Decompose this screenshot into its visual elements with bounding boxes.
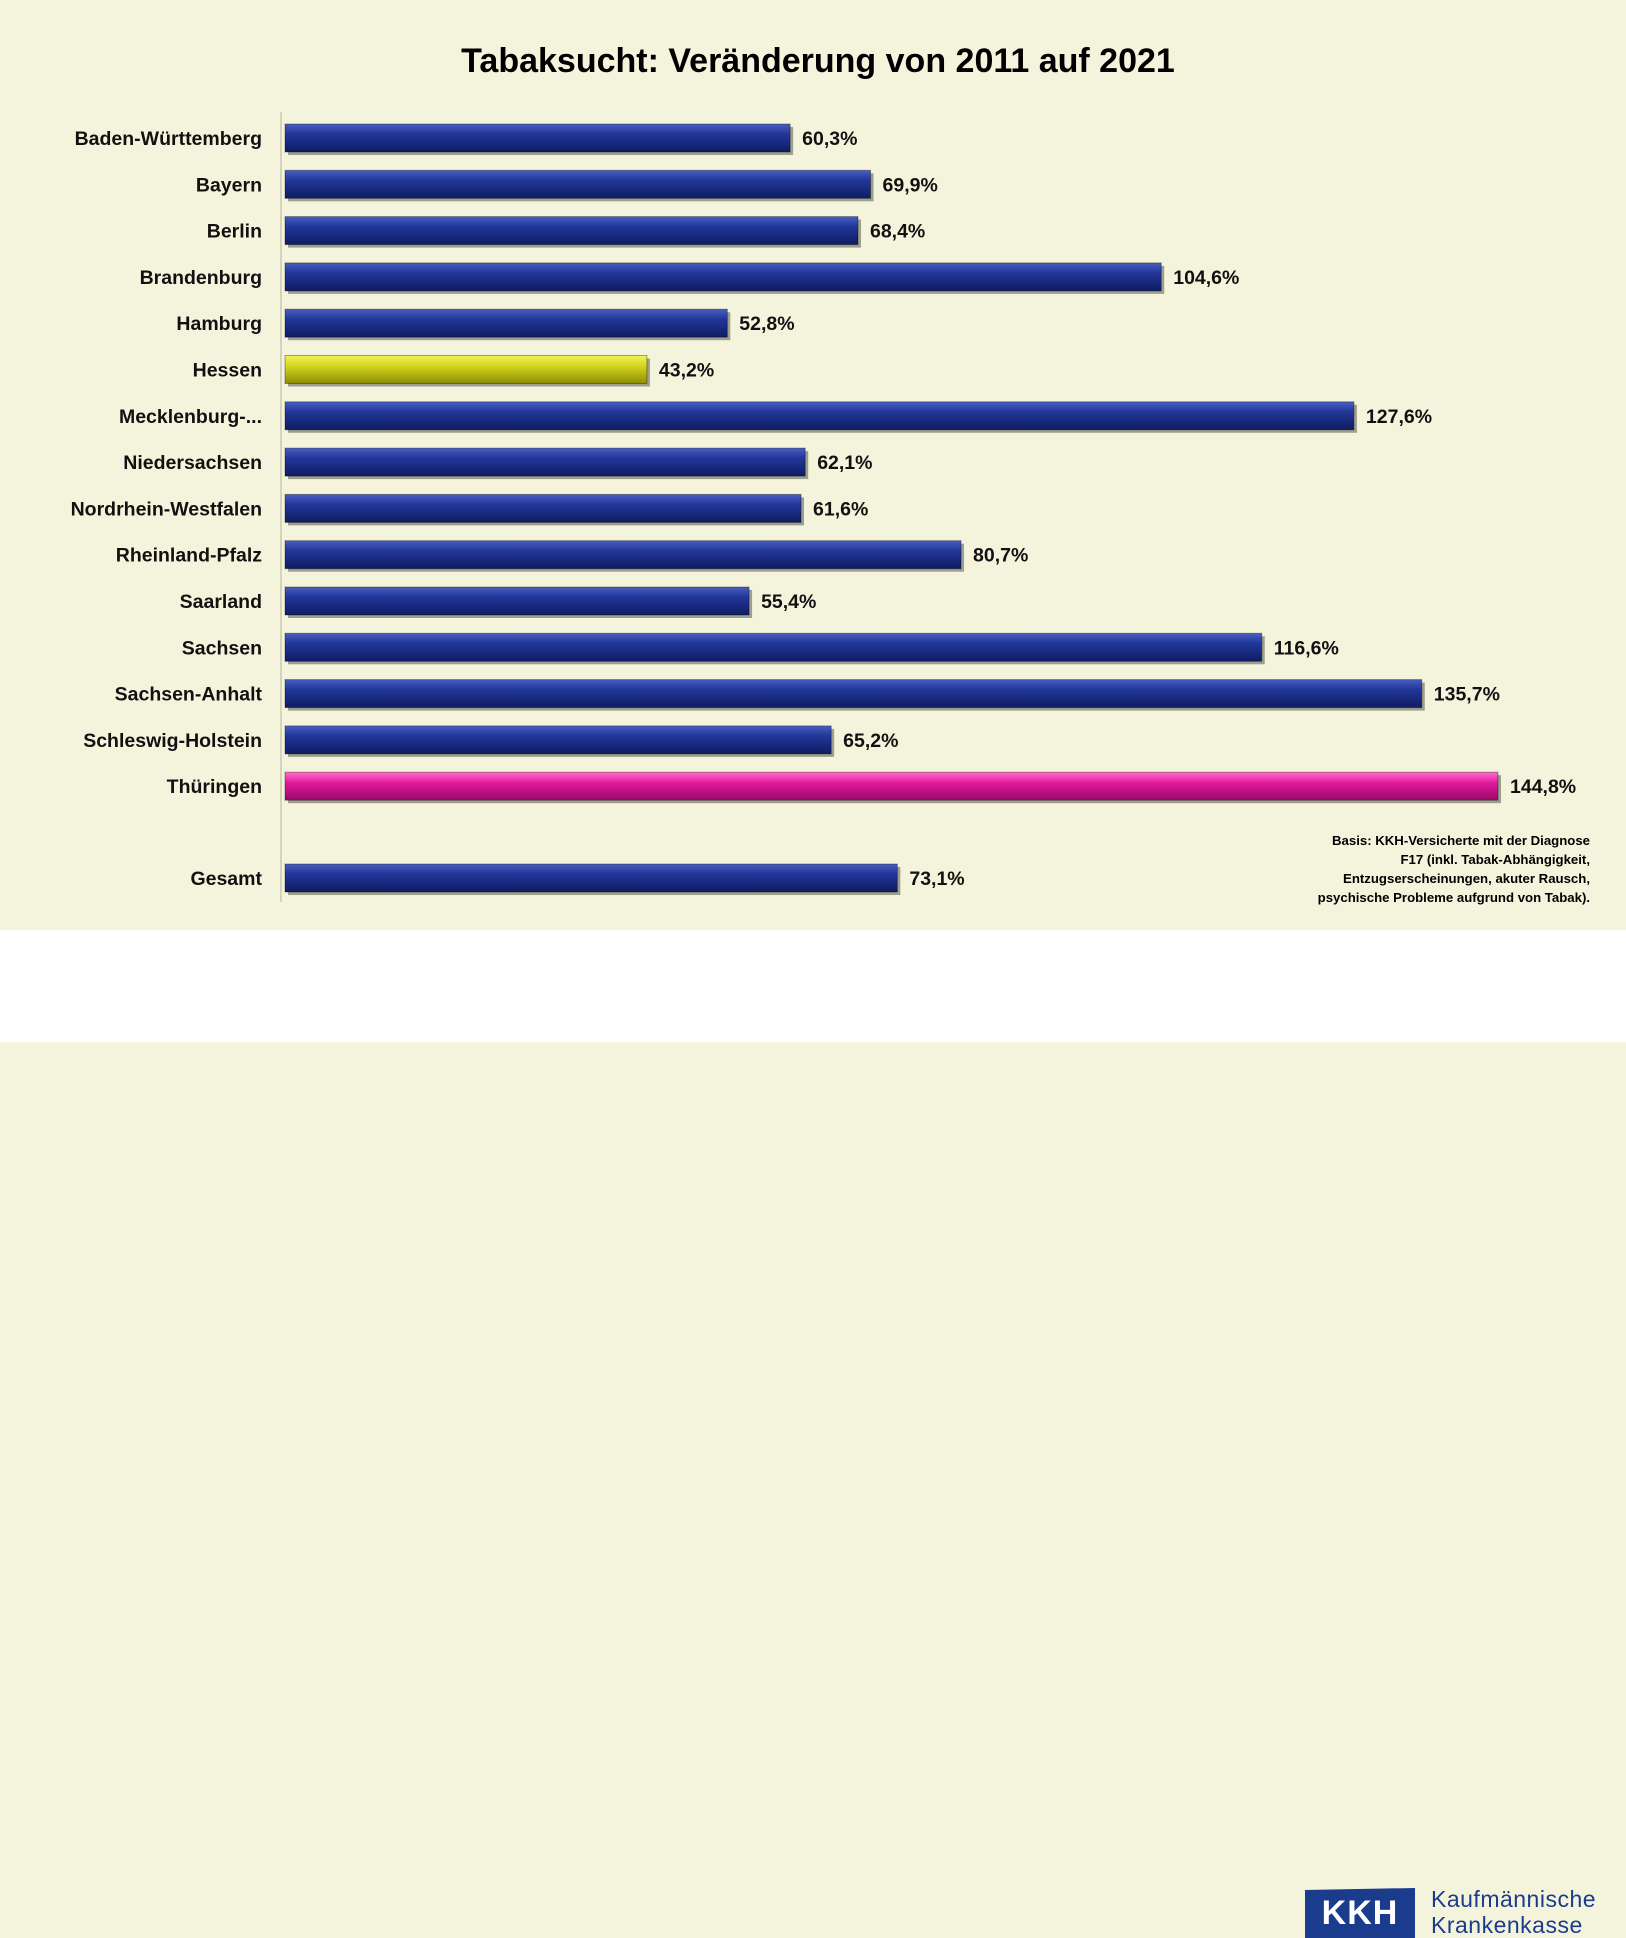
value-label: 60,3% [802,128,857,150]
bar [284,262,1162,292]
value-label: 127,6% [1366,406,1432,428]
value-label: 68,4% [870,221,925,243]
category-label: Brandenburg [140,267,262,289]
value-label: 69,9% [883,174,938,196]
bar [284,493,802,523]
category-label: Mecklenburg-... [119,406,262,428]
category-label: Hamburg [176,313,262,335]
kkh-logo-mark: KKH [1305,1888,1415,1938]
footnote-line: Entzugserscheinungen, akuter Rausch, [1343,871,1590,886]
bar [284,123,791,153]
bar [284,679,1423,709]
value-label: 116,6% [1274,637,1339,659]
bar [284,308,728,338]
bar [284,447,806,477]
category-label: Berlin [207,221,262,243]
chart-panel: Baden-Württemberg 60,3% Bayern 69,9% Berlin 6… [0,0,1626,930]
value-label: 43,2% [659,360,714,382]
category-label: Bayern [196,174,262,196]
chart-title: Tabaksucht: Veränderung von 2011 auf 202… [461,42,1175,80]
bar [284,169,872,199]
category-label: Saarland [180,591,262,613]
category-label: Sachsen [182,637,262,659]
category-label: Baden-Württemberg [75,128,262,150]
footnote-line: psychische Probleme aufgrund von Tabak). [1317,890,1590,905]
category-label: Niedersachsen [123,452,262,474]
category-label: Thüringen [167,776,262,798]
value-label: 80,7% [973,545,1028,567]
category-label: Rheinland-Pfalz [116,545,263,567]
value-label: 144,8% [1510,776,1576,798]
value-label: 62,1% [817,452,872,474]
bar [284,771,1499,801]
bar [284,216,859,246]
bar [284,632,1263,662]
logo-line-2: Krankenkasse [1431,1912,1583,1938]
logo-band: KKH Kaufmännische Krankenkasse [0,930,1626,1938]
bar [284,586,750,616]
bar [284,355,648,384]
value-label: 61,6% [813,498,868,520]
bar [284,401,1355,431]
category-label: Hessen [193,360,262,382]
value-label: 52,8% [739,313,794,335]
category-label: Schleswig-Holstein [83,730,262,752]
kkh-logo-text: Kaufmännische Krankenkasse [1431,1886,1596,1938]
category-label: Gesamt [190,868,262,890]
logo-line-1: Kaufmännische [1431,1886,1597,1912]
value-label: 55,4% [761,591,816,613]
bar [284,540,962,570]
bar-chart: Baden-Württemberg 60,3% Bayern 69,9% Berlin 6… [71,112,1576,902]
bar [284,863,898,893]
footnote: Basis: KKH-Versicherte mit der Diagnose … [1170,831,1590,907]
value-label: 65,2% [843,730,898,752]
category-label: Nordrhein-Westfalen [71,498,262,520]
footnote-line: F17 (inkl. Tabak-Abhängigkeit, [1400,852,1590,867]
value-label: 73,1% [909,868,964,890]
category-label: Sachsen-Anhalt [115,684,263,706]
value-label: 104,6% [1173,267,1239,289]
footnote-line: Basis: KKH-Versicherte mit der Diagnose [1332,833,1590,848]
bar [284,725,832,755]
bottom-band [0,1042,1626,1080]
value-label: 135,7% [1434,684,1500,706]
